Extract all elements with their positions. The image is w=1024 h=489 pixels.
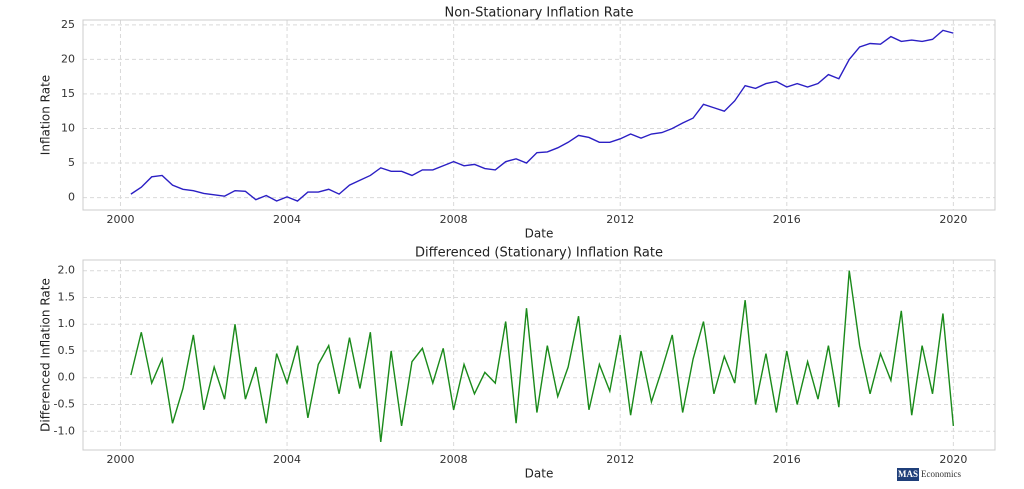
x-tick-label: 2012 [606, 213, 634, 226]
x-tick-label: 2020 [939, 213, 967, 226]
y-tick-label: 0 [68, 191, 75, 204]
x-axis-label: Date [525, 227, 554, 241]
y-axis-label: Inflation Rate [39, 75, 53, 155]
y-tick-label: 1.0 [58, 317, 76, 330]
watermark-logo: MAS [898, 469, 918, 479]
chart-title: Differenced (Stationary) Inflation Rate [415, 246, 663, 261]
y-tick-label: 0.5 [58, 344, 76, 357]
x-tick-label: 2012 [606, 453, 634, 466]
y-tick-label: 5 [68, 156, 75, 169]
watermark-text: Economics [921, 469, 961, 479]
x-tick-label: 2004 [273, 213, 301, 226]
x-tick-label: 2000 [106, 213, 134, 226]
y-tick-label: -0.5 [54, 398, 75, 411]
y-tick-label: 1.5 [58, 290, 76, 303]
x-tick-label: 2000 [106, 453, 134, 466]
y-tick-label: 10 [61, 121, 75, 134]
y-tick-label: 15 [61, 87, 75, 100]
x-tick-label: 2004 [273, 453, 301, 466]
watermark-logo-box [897, 468, 919, 481]
y-tick-label: 0.0 [58, 371, 76, 384]
x-tick-label: 2008 [440, 213, 468, 226]
data-line [130, 29, 954, 202]
data-line [130, 270, 955, 443]
plot-frame [82, 259, 996, 451]
y-tick-label: 25 [61, 18, 75, 31]
y-tick-label: 20 [61, 52, 75, 65]
x-axis-label: Date [525, 467, 554, 481]
x-tick-label: 2016 [773, 453, 801, 466]
x-tick-label: 2016 [773, 213, 801, 226]
x-tick-label: 2020 [939, 453, 967, 466]
chart-title: Non-Stationary Inflation Rate [444, 6, 633, 21]
y-tick-label: -1.0 [54, 424, 75, 437]
x-tick-label: 2008 [440, 453, 468, 466]
plot-frame [82, 19, 996, 211]
y-axis-label: Differenced Inflation Rate [39, 278, 53, 432]
y-tick-label: 2.0 [58, 264, 76, 277]
